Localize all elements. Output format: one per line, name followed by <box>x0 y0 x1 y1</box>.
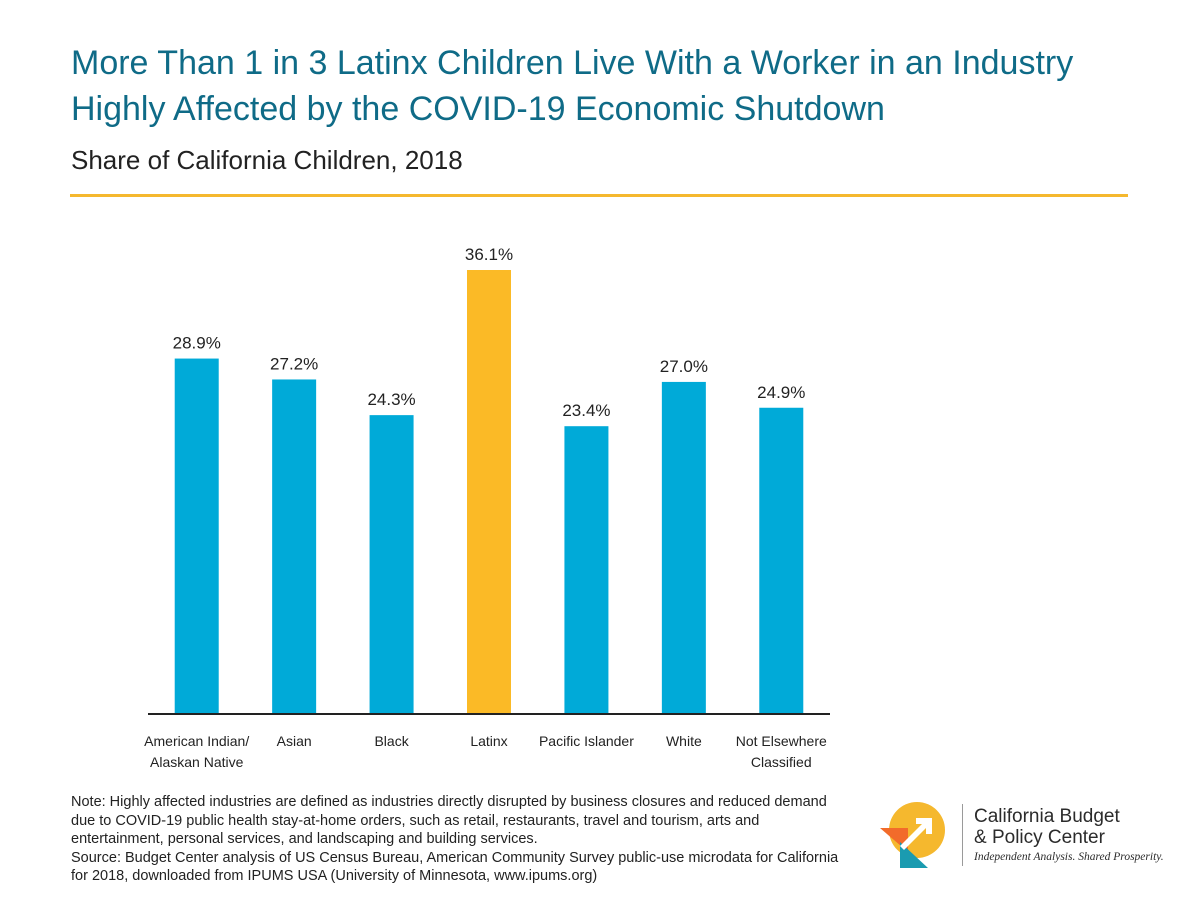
category-label-2-0: Black <box>374 733 409 749</box>
category-label-0-1: Alaskan Native <box>150 754 244 770</box>
logo-arrow-icon <box>880 802 945 868</box>
category-label-1-0: Asian <box>277 733 312 749</box>
category-label-3-0: Latinx <box>470 733 507 749</box>
data-label-5: 27.0% <box>660 357 708 376</box>
data-label-1: 27.2% <box>270 354 318 373</box>
bar-4 <box>564 426 609 714</box>
logo-name-line2: & Policy Center <box>974 827 1105 848</box>
chart-title: More Than 1 in 3 Latinx Children Live Wi… <box>71 44 1074 128</box>
logo-divider <box>962 804 963 866</box>
bar-5 <box>661 381 706 714</box>
data-label-3: 36.1% <box>465 245 513 264</box>
data-label-4: 23.4% <box>562 401 610 420</box>
source-text: Source: Budget Center analysis of US Cen… <box>71 849 839 885</box>
data-label-2: 24.3% <box>367 390 415 409</box>
organization-logo: California Budget & Policy Center Indepe… <box>878 800 1178 875</box>
bar-1 <box>272 379 317 714</box>
bar-3 <box>467 270 511 714</box>
logo-tagline: Independent Analysis. Shared Prosperity. <box>974 851 1164 863</box>
logo-name-line1: California Budget <box>974 806 1120 827</box>
bar-chart: 28.9% American Indian/Alaskan Native 27.2%… <box>144 245 830 770</box>
bar-0 <box>174 358 219 714</box>
category-label-0-0: American Indian/ <box>144 733 249 749</box>
category-label-5-0: White <box>666 733 702 749</box>
logo-name: California Budget & Policy Center <box>974 806 1120 848</box>
chart-subtitle: Share of California Children, 2018 <box>71 145 463 175</box>
category-label-6-1: Classified <box>751 754 812 770</box>
category-label-6-0: Not Elsewhere <box>736 733 827 749</box>
category-label-4-0: Pacific Islander <box>539 733 634 749</box>
footnote: Note: Highly affected industries are def… <box>71 793 851 886</box>
note-text: Note: Highly affected industries are def… <box>71 794 827 847</box>
bar-6 <box>759 407 804 714</box>
bar-2 <box>369 415 414 714</box>
title-divider <box>70 194 1128 197</box>
data-label-6: 24.9% <box>757 383 805 402</box>
data-label-0: 28.9% <box>173 334 221 353</box>
